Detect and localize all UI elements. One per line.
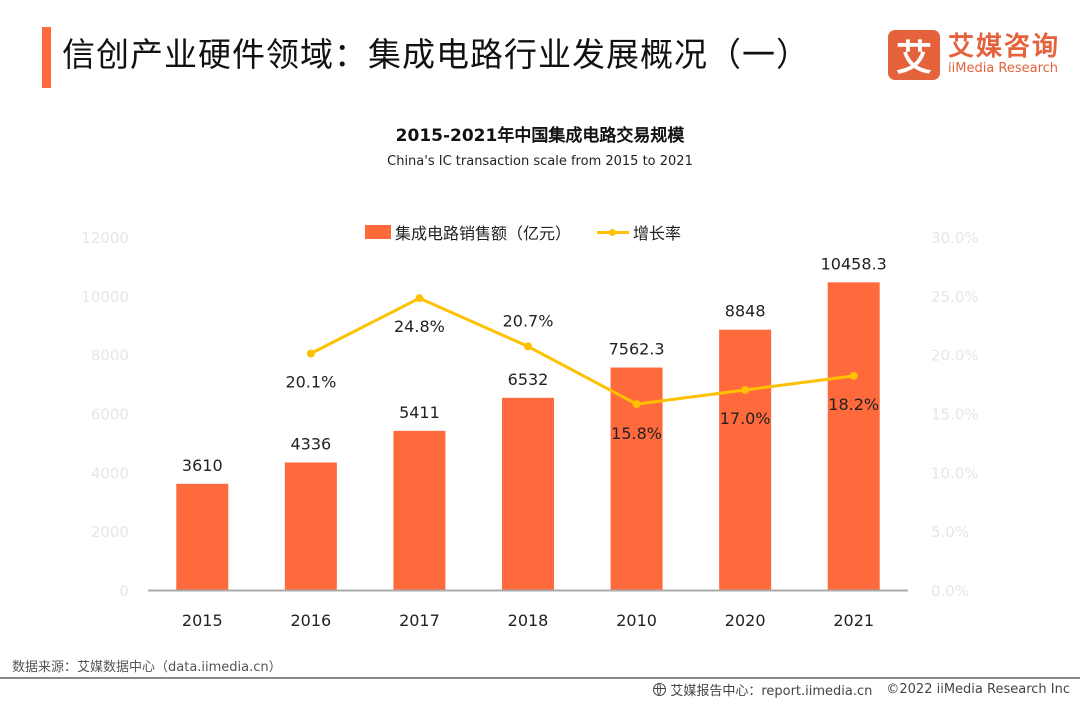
y-right-tick-label: 10.0%: [931, 464, 979, 482]
bar-data-label: 10458.3: [821, 254, 887, 273]
growth-point-2016: [306, 349, 315, 358]
y-left-tick-label: 6000: [91, 406, 129, 424]
y-left-tick-label: 12000: [81, 229, 129, 247]
globe-icon: [653, 683, 667, 696]
bar-2021: [827, 282, 880, 590]
logo-name-en: iiMedia Research: [948, 61, 1059, 76]
y-right-tick-label: 5.0%: [931, 523, 969, 541]
y-left-tick-label: 8000: [91, 347, 129, 365]
logo-text: 艾媒咨询 iiMedia Research: [948, 33, 1060, 77]
growth-point-2018: [524, 342, 532, 351]
x-tick-label: 2020: [725, 611, 766, 630]
report-center-link[interactable]: 艾媒报告中心：report.iimedia.cn: [670, 684, 873, 699]
bar-2020: [719, 329, 772, 590]
bar-data-label: 5411: [399, 403, 440, 422]
y-right-tick-label: 30.0%: [931, 229, 979, 247]
bar-data-label: 7562.3: [609, 340, 665, 359]
x-tick-label: 2018: [508, 611, 549, 630]
y-right-tick-label: 25.0%: [931, 288, 979, 306]
logo-mark-icon: 艾: [888, 30, 940, 80]
bar-data-label: 4336: [290, 434, 331, 453]
legend-bar-swatch: [365, 225, 391, 239]
growth-data-label: 20.7%: [503, 311, 554, 330]
bar-2015: [176, 483, 229, 590]
growth-rate-line: [310, 296, 854, 406]
y-left-tick-label: 0: [119, 582, 129, 600]
growth-data-label: 18.2%: [828, 395, 879, 414]
logo-name-cn: 艾媒咨询: [948, 32, 1061, 62]
growth-data-label: 20.1%: [285, 372, 336, 391]
x-tick-label: 2010: [616, 611, 657, 630]
growth-point-2020: [741, 385, 750, 394]
x-tick-label: 2016: [290, 611, 331, 630]
bar-data-label: 6532: [508, 370, 549, 389]
legend-line-label: 增长率: [633, 224, 682, 243]
bar-2016: [284, 462, 337, 590]
copyright: ©2022 iiMedia Research Inc: [886, 682, 1070, 697]
growth-data-label: 15.8%: [611, 424, 662, 443]
y-left-tick-label: 2000: [91, 523, 129, 541]
bar-data-label: 3610: [182, 456, 223, 475]
growth-point-2017: [415, 294, 424, 303]
iimedia-logo: 艾 艾媒咨询 iiMedia Research: [888, 30, 1060, 80]
growth-data-label: 17.0%: [720, 409, 771, 428]
legend-line-swatch: [597, 225, 630, 239]
y-right-tick-label: 15.0%: [931, 406, 979, 424]
bar-2017: [393, 430, 446, 590]
footer: 艾媒报告中心：report.iimedia.cn ©2022 iiMedia R…: [653, 680, 1070, 699]
page-title: 信创产业硬件领域：集成电路行业发展概况（一）: [62, 35, 810, 74]
growth-data-label: 24.8%: [394, 317, 445, 336]
legend-bar-label: 集成电路销售额（亿元）: [395, 224, 572, 243]
x-tick-label: 2021: [833, 611, 874, 630]
chart-legend: 集成电路销售额（亿元） 增长率: [365, 220, 681, 244]
growth-point-2010: [632, 400, 641, 409]
y-right-tick-label: 20.0%: [931, 347, 979, 365]
growth-point-2021: [849, 371, 858, 380]
footer-divider: [0, 677, 1080, 679]
y-right-tick-label: 0.0%: [931, 582, 969, 600]
y-left-tick-label: 4000: [91, 464, 129, 482]
chart-subtitle: China's IC transaction scale from 2015 t…: [387, 154, 693, 169]
chart-title: 2015-2021年中国集成电路交易规模: [395, 126, 685, 146]
bar-data-label: 8848: [725, 302, 766, 321]
y-left-tick-label: 10000: [81, 288, 129, 306]
title-accent-bar: [42, 27, 51, 88]
data-source: 数据来源：艾媒数据中心（data.iimedia.cn）: [12, 660, 282, 675]
bar-2018: [502, 397, 554, 590]
x-tick-label: 2017: [399, 611, 440, 630]
x-tick-label: 2015: [182, 611, 223, 630]
